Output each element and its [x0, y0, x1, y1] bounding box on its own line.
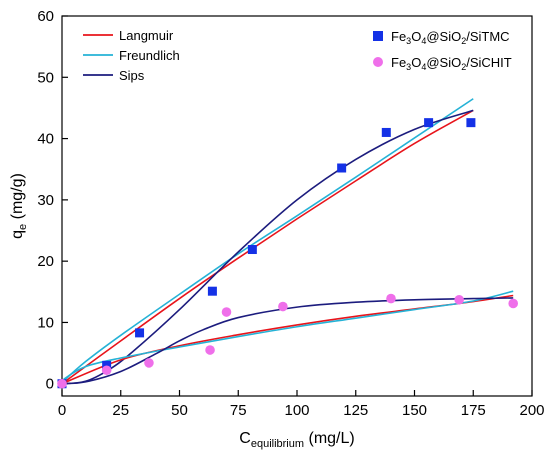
sips-fit-series-2 — [61, 297, 514, 385]
data-point-series-2 — [101, 365, 112, 376]
data-point-series-1 — [381, 127, 391, 137]
data-point-series-2 — [386, 293, 396, 304]
data-point-series-1 — [337, 163, 347, 173]
model-fit-lines — [61, 98, 514, 385]
sips-fit-series-1 — [61, 109, 474, 385]
langmuir-fit-series-1 — [61, 109, 474, 385]
data-point-series-1 — [247, 245, 257, 255]
x-axis-title: Cequilibrium (mg/L) — [239, 430, 354, 450]
data-point-series-2 — [221, 307, 232, 317]
legend-marker-series-2 — [373, 57, 383, 67]
data-point-series-1 — [135, 328, 145, 338]
data-point-series-1 — [424, 118, 434, 128]
x-tick-label: 50 — [171, 402, 188, 419]
data-point-series-2 — [508, 298, 518, 309]
x-tick-label: 100 — [284, 402, 309, 419]
legend-data: Fe3O4@SiO2/SiTMC Fe3O4@SiO2/SiCHIT — [373, 29, 512, 72]
x-tick-label: 200 — [519, 402, 544, 419]
y-tick-label: 60 — [37, 8, 54, 25]
y-tick-label: 30 — [37, 192, 54, 209]
axis-ticks: 0 25 50 75 100 125 150 175 200 0 10 20 30 40 50 60 — [37, 8, 544, 419]
x-tick-label: 25 — [112, 402, 129, 419]
y-axis-title: qe (mg/g) — [9, 173, 29, 239]
x-tick-label: 0 — [58, 402, 66, 419]
data-point-series-2 — [205, 345, 215, 355]
y-tick-label: 0 — [46, 376, 54, 393]
y-tick-label: 10 — [37, 314, 54, 331]
y-tick-label: 50 — [37, 69, 54, 86]
y-tick-label: 20 — [37, 253, 54, 270]
legend-label-freundlich: Freundlich — [119, 48, 180, 63]
data-point-series-1 — [207, 286, 217, 296]
data-points — [57, 118, 518, 389]
data-point-series-1 — [466, 118, 476, 128]
data-point-series-2 — [144, 358, 154, 368]
y-tick-label: 40 — [37, 131, 54, 148]
x-tick-label: 125 — [343, 402, 368, 419]
legend-marker-series-1 — [373, 31, 383, 41]
freundlich-fit-series-1 — [61, 98, 474, 385]
x-tick-label: 150 — [402, 402, 427, 419]
data-point-series-2 — [57, 378, 67, 389]
legend-label-series-1: Fe3O4@SiO2/SiTMC — [391, 29, 510, 46]
x-tick-label: 75 — [230, 402, 247, 419]
legend-label-series-2: Fe3O4@SiO2/SiCHIT — [391, 55, 512, 72]
x-tick-label: 175 — [461, 402, 486, 419]
data-point-series-2 — [454, 294, 464, 305]
data-point-series-2 — [278, 301, 288, 312]
legend-models: Langmuir Freundlich Sips — [83, 28, 180, 83]
legend-label-sips: Sips — [119, 68, 145, 83]
legend-label-langmuir: Langmuir — [119, 28, 174, 43]
data-point-series-1 — [102, 360, 112, 370]
freundlich-fit-series-2 — [61, 290, 514, 385]
